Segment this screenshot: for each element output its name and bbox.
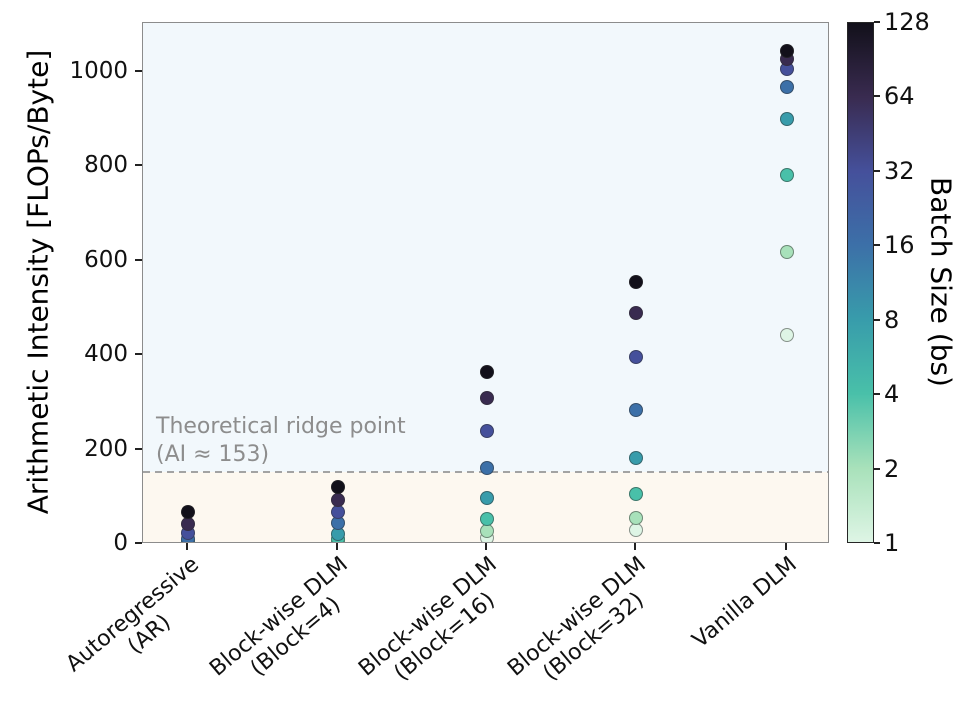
scatter-point-bs=32 xyxy=(628,349,643,364)
colorbar-label: Batch Size (bs) xyxy=(924,177,958,387)
scatter-point-bs=32 xyxy=(331,504,346,519)
x-tick-mark xyxy=(484,543,487,550)
y-tick-label: 1000 xyxy=(69,58,128,85)
scatter-point-bs=1 xyxy=(628,523,643,538)
scatter-point-bs=8 xyxy=(479,490,494,505)
scatter-point-bs=16 xyxy=(628,402,643,417)
scatter-point-bs=2 xyxy=(479,524,494,539)
colorbar-tick-label: 4 xyxy=(884,380,900,409)
scatter-point-bs=128 xyxy=(779,44,794,59)
y-tick-label: 800 xyxy=(84,152,128,179)
colorbar-tick-mark xyxy=(874,21,880,23)
y-tick-mark xyxy=(135,164,142,167)
scatter-point-bs=4 xyxy=(779,168,794,183)
y-tick-label: 0 xyxy=(113,530,128,556)
scatter-point-bs=2 xyxy=(628,510,643,525)
y-tick-mark xyxy=(135,542,142,544)
colorbar-tick-label: 8 xyxy=(884,305,900,334)
x-tick-mark xyxy=(186,543,189,550)
colorbar-tick-mark xyxy=(874,95,880,98)
x-tick-mark xyxy=(784,543,787,550)
scatter-point-bs=4 xyxy=(628,487,643,502)
colorbar-tick-label: 1 xyxy=(884,529,900,557)
scatter-point-bs=128 xyxy=(331,480,346,495)
scatter-point-bs=4 xyxy=(479,512,494,527)
colorbar-tick-label: 32 xyxy=(884,156,915,185)
scatter-point-bs=128 xyxy=(479,364,494,379)
scatter-point-bs=32 xyxy=(479,424,494,439)
colorbar-tick-label: 2 xyxy=(884,454,900,483)
scatter-point-bs=8 xyxy=(628,450,643,465)
scatter-point-bs=128 xyxy=(628,275,643,290)
y-tick-mark xyxy=(135,447,142,450)
scatter-point-bs=64 xyxy=(331,493,346,508)
colorbar-tick-label: 64 xyxy=(884,82,915,111)
y-tick-mark xyxy=(135,70,142,73)
x-tick-label: Block-wise DLM (Block=16) xyxy=(353,552,502,686)
x-tick-label: Block-wise DLM (Block=4) xyxy=(205,552,354,682)
scatter-point-bs=128 xyxy=(181,504,196,519)
scatter-point-bs=16 xyxy=(479,460,494,475)
y-tick-label: 400 xyxy=(84,341,128,368)
y-tick-label: 600 xyxy=(84,246,128,273)
colorbar-tick-label: 128 xyxy=(884,8,930,36)
ridge-annotation-line2: (AI ≈ 153) xyxy=(156,442,270,467)
colorbar xyxy=(847,22,874,543)
scatter-point-bs=8 xyxy=(779,112,794,127)
x-tick-mark xyxy=(336,543,339,550)
scatter-point-bs=64 xyxy=(628,305,643,320)
scatter-point-bs=16 xyxy=(779,80,794,95)
y-tick-label: 200 xyxy=(84,435,128,462)
colorbar-tick-mark xyxy=(874,393,880,396)
colorbar-tick-mark xyxy=(874,169,880,172)
colorbar-tick-mark xyxy=(874,542,880,544)
plot-area: Theoretical ridge point (AI ≈ 153) xyxy=(142,22,829,543)
ridge-point-annotation: Theoretical ridge point (AI ≈ 153) xyxy=(156,413,406,469)
colorbar-tick-label: 16 xyxy=(884,231,915,260)
ridge-annotation-line1: Theoretical ridge point xyxy=(156,414,406,439)
colorbar-tick-mark xyxy=(874,467,880,470)
x-tick-label: Autoregressive (AR) xyxy=(61,552,204,678)
x-tick-mark xyxy=(633,543,636,550)
y-tick-mark xyxy=(135,353,142,356)
colorbar-tick-mark xyxy=(874,244,880,247)
scatter-point-bs=64 xyxy=(479,390,494,405)
y-tick-mark xyxy=(135,258,142,261)
x-tick-label: Vanilla DLM xyxy=(687,552,802,654)
scatter-point-bs=2 xyxy=(779,244,794,259)
colorbar-tick-mark xyxy=(874,318,880,321)
scatter-point-bs=1 xyxy=(779,327,794,342)
x-tick-label: Block-wise DLM (Block=32) xyxy=(503,552,651,686)
